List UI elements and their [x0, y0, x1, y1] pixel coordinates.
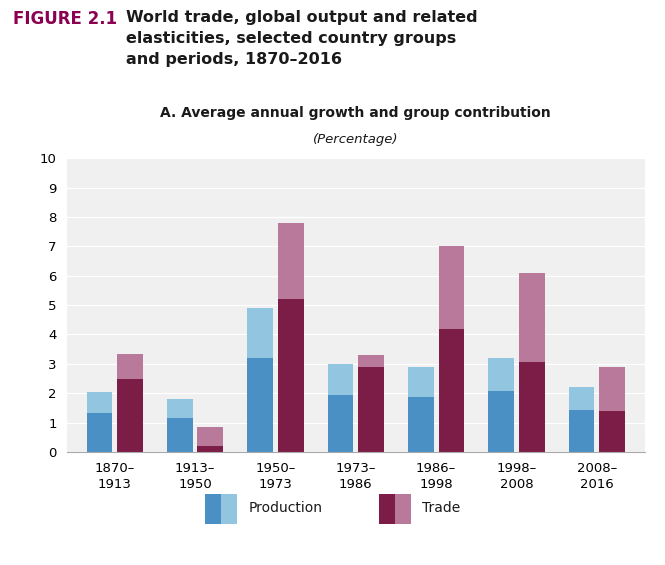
Bar — [167, 418, 193, 452]
Bar — [438, 329, 464, 452]
Bar — [488, 358, 514, 391]
Bar — [358, 355, 384, 367]
Bar — [358, 367, 384, 452]
Bar — [599, 411, 625, 452]
Bar — [408, 397, 434, 452]
Bar — [278, 223, 303, 299]
Bar — [569, 410, 595, 452]
Bar — [278, 299, 303, 452]
Bar — [438, 246, 464, 329]
Text: Production: Production — [249, 502, 323, 515]
Bar — [328, 364, 353, 395]
Text: World trade, global output and related
elasticities, selected country groups
and: World trade, global output and related e… — [126, 10, 478, 67]
Bar — [198, 446, 223, 452]
Bar — [569, 388, 595, 410]
Text: Trade: Trade — [422, 502, 461, 515]
Bar — [408, 367, 434, 397]
Bar — [247, 358, 273, 452]
Bar — [86, 413, 112, 452]
Bar — [86, 392, 112, 413]
Bar — [395, 494, 411, 524]
Bar — [328, 395, 353, 452]
Bar — [117, 379, 143, 452]
Bar — [488, 391, 514, 452]
Bar — [379, 494, 395, 524]
Bar — [117, 354, 143, 379]
Text: A. Average annual growth and group contribution: A. Average annual growth and group contr… — [160, 106, 551, 120]
Text: FIGURE 2.1: FIGURE 2.1 — [13, 10, 118, 28]
Bar — [519, 362, 545, 452]
Bar — [599, 367, 625, 411]
Bar — [519, 273, 545, 362]
Bar — [198, 427, 223, 446]
Text: (Percentage): (Percentage) — [313, 133, 398, 146]
Bar — [247, 308, 273, 358]
Bar — [167, 399, 193, 418]
Bar — [205, 494, 221, 524]
Bar — [221, 494, 237, 524]
